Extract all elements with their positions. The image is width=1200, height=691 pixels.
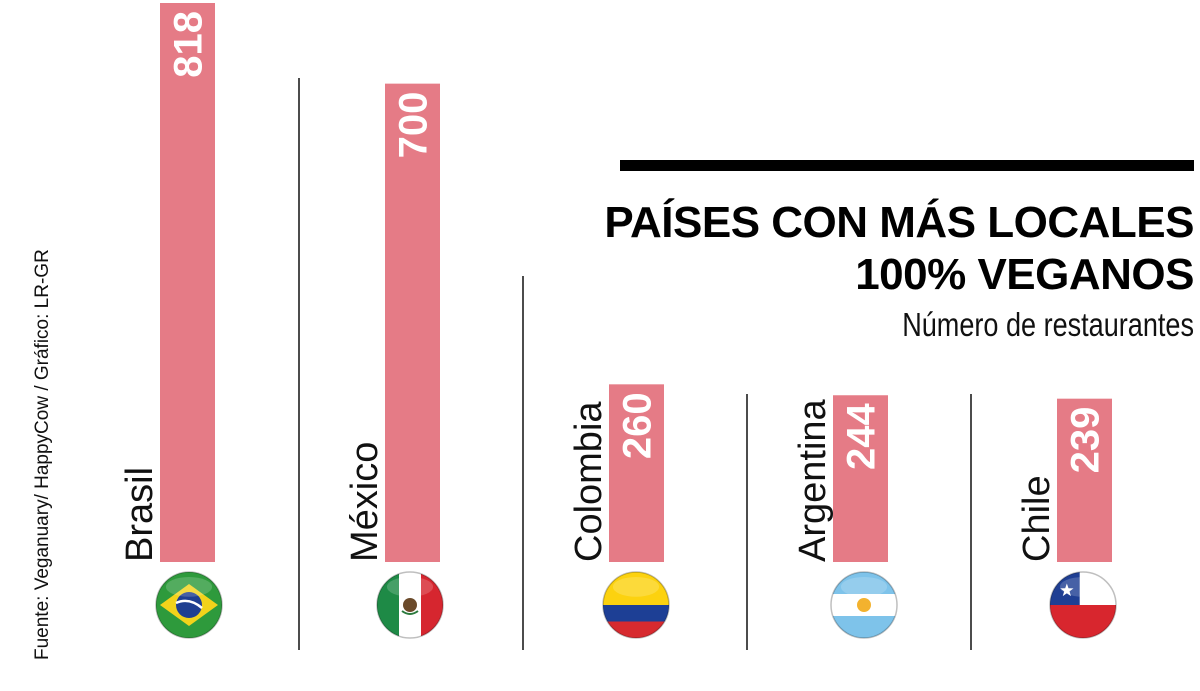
value-label: 818 — [167, 11, 211, 78]
colombia-flag-icon — [602, 571, 670, 639]
title-block: PAÍSES CON MÁS LOCALES 100% VEGANOS Núme… — [554, 160, 1195, 345]
category-label: Argentina — [792, 398, 834, 562]
chart-title: PAÍSES CON MÁS LOCALES 100% VEGANOS — [554, 197, 1194, 301]
argentina-flag-icon — [830, 571, 898, 639]
value-labels: 818 700 260 244 239 — [167, 11, 1108, 473]
category-label: Colombia — [568, 401, 610, 562]
flags — [155, 571, 1117, 639]
bars — [160, 3, 1112, 562]
value-label: 244 — [840, 403, 884, 470]
title-rule — [620, 160, 1194, 171]
chart-title-line-1: PAÍSES CON MÁS LOCALES — [604, 198, 1194, 247]
bar-colombia — [609, 384, 664, 562]
chile-flag-icon — [1049, 571, 1117, 639]
bar-argentina — [833, 395, 888, 562]
mexico-flag-icon — [376, 571, 444, 639]
source-note: Fuente: Veganuary/ HappyCow / Gráfico: L… — [32, 249, 53, 660]
brazil-flag-icon — [155, 571, 223, 639]
category-labels: Brasil México Colombia Argentina Chile — [119, 398, 1058, 562]
value-label: 260 — [616, 392, 660, 459]
category-label: México — [344, 442, 386, 562]
bar-brasil — [160, 3, 215, 562]
chart-title-line-2: 100% VEGANOS — [855, 250, 1194, 299]
bar-chile — [1057, 398, 1112, 562]
column-separators — [298, 78, 972, 650]
value-label: 700 — [392, 92, 436, 159]
value-label: 239 — [1064, 407, 1108, 474]
category-label: Brasil — [119, 467, 161, 562]
bar-méxico — [385, 83, 440, 562]
category-label: Chile — [1016, 475, 1058, 562]
chart-subtitle: Número de restaurantes — [902, 306, 1194, 343]
